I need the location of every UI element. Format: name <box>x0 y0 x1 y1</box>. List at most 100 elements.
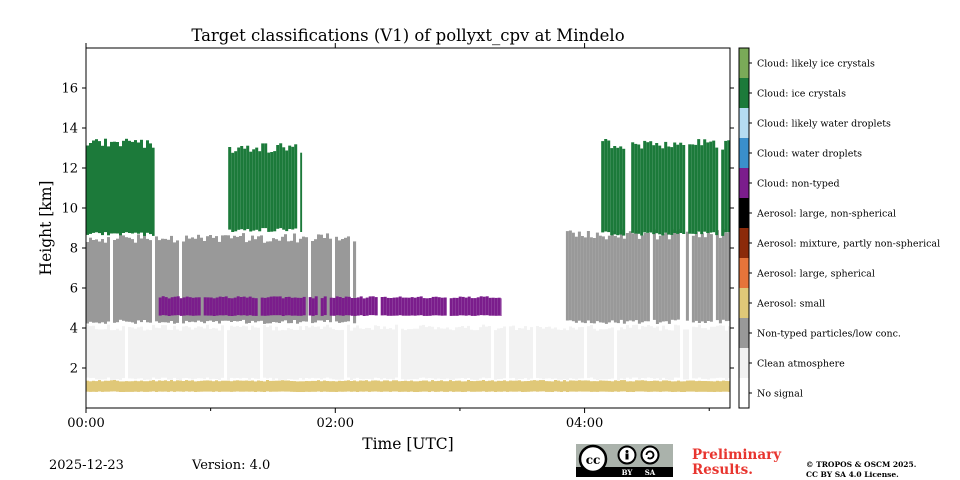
class-cell <box>467 296 471 316</box>
class-cell <box>461 296 465 316</box>
class-cell <box>278 240 281 323</box>
class-cell <box>206 236 209 322</box>
class-cell <box>317 326 320 379</box>
class-cell <box>266 327 269 379</box>
class-cell <box>176 380 179 392</box>
colorbar-swatch <box>739 318 749 348</box>
class-cell <box>572 327 575 379</box>
class-cell <box>263 325 266 378</box>
class-cell <box>431 296 435 316</box>
class-cell <box>617 330 620 380</box>
class-cell <box>245 242 248 324</box>
class-cell <box>509 380 512 392</box>
cc-by-label: BY <box>622 468 634 477</box>
class-cell <box>410 329 413 380</box>
class-cell <box>275 296 279 316</box>
class-cell <box>95 139 98 233</box>
class-cell <box>356 325 359 378</box>
class-cell <box>308 381 311 392</box>
class-cell <box>86 242 89 324</box>
class-cell <box>146 238 149 323</box>
class-cell <box>119 233 122 320</box>
class-cell <box>500 328 503 379</box>
class-cell <box>365 327 368 379</box>
class-cell <box>602 380 605 392</box>
class-cell <box>712 140 716 233</box>
class-cell <box>230 298 234 316</box>
class-cell <box>683 381 686 392</box>
class-cell <box>455 297 459 316</box>
class-cell <box>308 297 312 316</box>
class-cell <box>101 329 104 380</box>
class-cell <box>389 298 393 316</box>
class-cell <box>344 296 348 316</box>
class-cell <box>197 326 200 379</box>
copyright-line-2: CC BY SA 4.0 License. <box>806 470 899 479</box>
class-cell <box>626 381 629 392</box>
sa-share-icon <box>640 445 660 465</box>
class-cell <box>667 239 671 324</box>
class-cell <box>173 242 176 324</box>
class-cell <box>338 330 341 380</box>
class-cell <box>725 330 728 380</box>
class-cell <box>264 143 268 229</box>
class-cell <box>245 326 248 379</box>
class-cell <box>386 328 389 380</box>
class-cell <box>653 327 656 379</box>
class-cell <box>565 231 569 321</box>
cc-logo-text: cc <box>586 453 601 467</box>
class-cell <box>619 146 623 235</box>
class-cell <box>146 329 149 380</box>
class-cell <box>113 330 116 380</box>
class-cell <box>599 380 602 392</box>
class-cell <box>721 149 725 236</box>
class-cell <box>266 380 269 392</box>
class-cell <box>197 234 200 321</box>
class-cell <box>110 141 113 234</box>
class-cell <box>197 381 200 392</box>
class-cell <box>134 380 137 392</box>
class-cell <box>677 380 680 392</box>
class-cell <box>293 233 296 320</box>
class-cell <box>128 327 131 379</box>
class-cell <box>290 381 293 392</box>
class-cell <box>704 381 707 392</box>
class-cell <box>416 328 419 380</box>
class-cell <box>724 140 728 233</box>
class-cell <box>287 380 290 392</box>
class-cell <box>191 237 194 322</box>
class-cell <box>104 380 107 392</box>
class-cell <box>260 297 264 316</box>
class-cell <box>473 298 477 316</box>
class-cell <box>245 297 249 316</box>
class-cell <box>209 329 212 380</box>
class-cell <box>134 140 137 233</box>
y-tick-label: 10 <box>61 202 78 217</box>
class-cell <box>458 296 462 316</box>
class-layer <box>601 139 730 236</box>
class-cell <box>530 380 533 392</box>
class-cell <box>617 380 620 392</box>
class-cell <box>545 327 548 379</box>
class-cell <box>503 326 506 379</box>
class-cell <box>440 297 444 316</box>
class-cell <box>718 237 722 324</box>
class-cell <box>314 239 317 323</box>
class-cell <box>299 297 303 316</box>
date-label: 2025-12-23 <box>49 458 124 473</box>
class-cell <box>296 297 300 316</box>
class-cell <box>452 381 455 392</box>
colorbar-label: Cloud: non-typed <box>757 179 840 190</box>
colorbar-swatch <box>739 198 749 228</box>
class-cell <box>670 147 674 235</box>
class-cell <box>554 327 557 379</box>
class-cell <box>332 329 335 380</box>
class-cell <box>707 381 710 392</box>
class-cell <box>659 330 662 380</box>
class-cell <box>449 298 453 316</box>
class-cell <box>655 143 659 234</box>
class-cell <box>341 239 344 323</box>
class-cell <box>518 328 521 379</box>
class-cell <box>685 231 689 321</box>
